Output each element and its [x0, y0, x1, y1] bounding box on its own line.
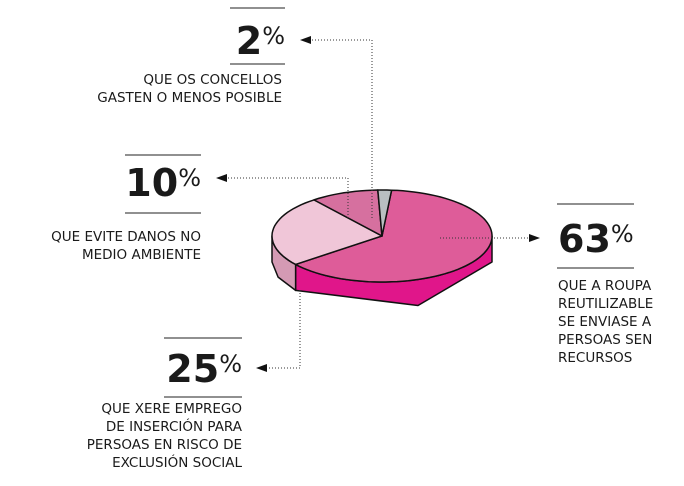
- arrow-head: [216, 174, 227, 182]
- leader-line: [268, 290, 301, 369]
- category-label: GASTEN O MENOS POSIBLE: [97, 90, 282, 106]
- category-label: QUE EVITE DANOS NO: [51, 229, 201, 245]
- value-label: 2%: [236, 19, 285, 63]
- value-label: 10%: [125, 161, 201, 205]
- category-label: QUE XERE EMPREGO: [101, 401, 242, 417]
- pie-slice: [313, 189, 383, 237]
- category-label: SE ENVIASE A: [558, 314, 652, 330]
- leader-line: [228, 177, 349, 218]
- value-unit: %: [178, 164, 201, 192]
- value-unit: %: [611, 220, 634, 248]
- value-number: 25: [166, 347, 219, 391]
- value-label: 63%: [558, 217, 634, 261]
- category-label: RECURSOS: [558, 350, 632, 366]
- arrow-head: [300, 36, 311, 44]
- value-unit: %: [262, 22, 285, 50]
- category-label: PERSOAS SEN: [558, 332, 652, 348]
- category-label: QUE OS CONCELLOS: [143, 72, 282, 88]
- category-label: PERSOAS EN RISCO DE: [87, 437, 242, 453]
- value-number: 10: [125, 161, 178, 205]
- value-label: 25%: [166, 347, 242, 391]
- category-label: EXCLUSIÓN SOCIAL: [112, 453, 242, 471]
- arrow-head: [529, 234, 540, 242]
- category-label: MEDIO AMBIENTE: [82, 247, 201, 263]
- pie-slice: [271, 199, 383, 266]
- pie-slice: [294, 189, 493, 283]
- category-label: DE INSERCIÓN PARA: [106, 417, 243, 435]
- category-label: QUE A ROUPA: [558, 278, 652, 294]
- leader-line: [312, 39, 373, 218]
- value-number: 2: [236, 19, 262, 63]
- arrow-head: [256, 364, 267, 372]
- category-label: REUTILIZABLE: [558, 296, 653, 312]
- value-number: 63: [558, 217, 611, 261]
- value-unit: %: [219, 350, 242, 378]
- pie-slice: [377, 189, 393, 237]
